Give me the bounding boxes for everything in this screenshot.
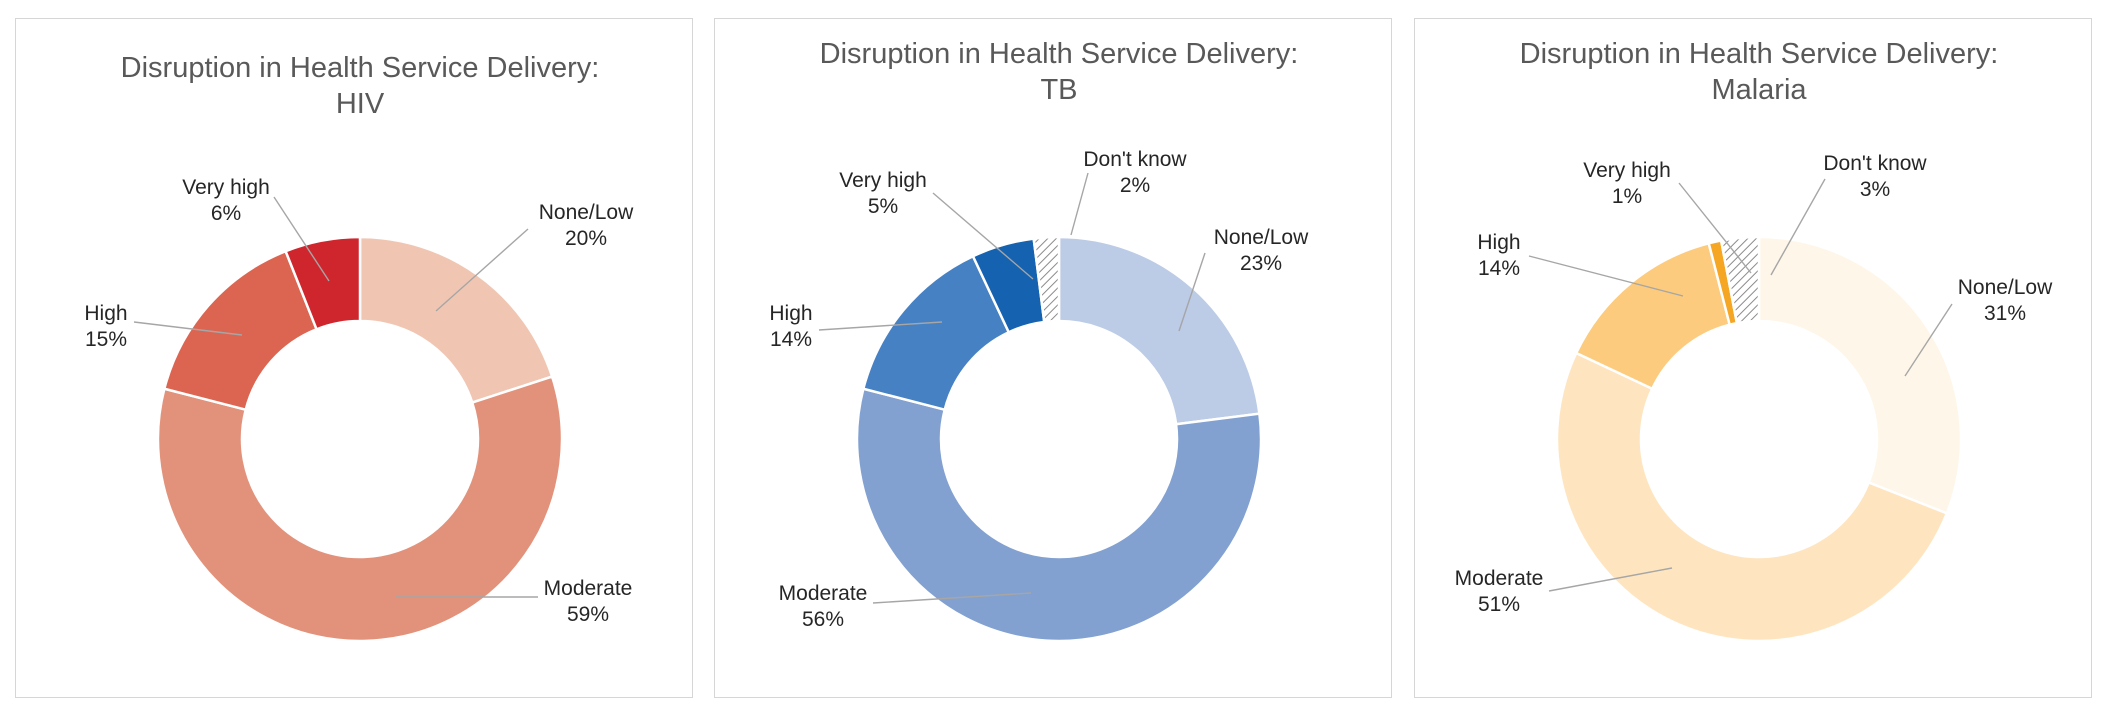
slice-none-low xyxy=(1057,235,1261,426)
chart-title-line: Disruption in Health Service Delivery: xyxy=(820,38,1299,70)
slice-label: None/Low xyxy=(539,201,634,224)
slice-label: Moderate xyxy=(544,577,633,600)
slice-label: High xyxy=(769,302,812,325)
slice-percent-label: 56% xyxy=(802,608,844,631)
slice-label: High xyxy=(84,302,127,325)
slice-percent-label: 20% xyxy=(565,227,607,250)
slice-percent-label: 14% xyxy=(770,328,812,351)
leader-line xyxy=(932,192,1034,280)
slice-don-t-know xyxy=(1719,235,1761,325)
chart-panel-tb: Disruption in Health Service Delivery: TB… xyxy=(714,18,1392,698)
slice-label: None/Low xyxy=(1214,226,1309,249)
donut-chart-hiv: Disruption in Health Service Delivery: HI… xyxy=(84,52,634,643)
donut-chart-tb: Disruption in Health Service Delivery: TB… xyxy=(769,38,1309,643)
leader-line xyxy=(1548,567,1673,592)
leader-line xyxy=(435,228,529,312)
leader-line xyxy=(1178,252,1206,332)
slice-percent-label: 31% xyxy=(1984,302,2026,325)
slice-label: High xyxy=(1477,231,1520,254)
slice-percent-label: 1% xyxy=(1612,185,1642,208)
leader-line xyxy=(818,321,943,331)
slice-percent-label: 14% xyxy=(1478,257,1520,280)
slice-percent-label: 5% xyxy=(868,195,898,218)
slice-label: Moderate xyxy=(779,582,868,605)
chart-title-line: TB xyxy=(1040,74,1077,106)
slice-label: Moderate xyxy=(1455,567,1544,590)
chart-title-line: Malaria xyxy=(1711,74,1807,106)
leader-line xyxy=(1070,172,1089,236)
slice-label: Don't know xyxy=(1823,152,1927,175)
slice-moderate xyxy=(156,375,564,643)
chart-title-line: Disruption in Health Service Delivery: xyxy=(121,52,600,84)
slice-percent-label: 2% xyxy=(1120,174,1150,197)
leader-line xyxy=(1528,255,1684,297)
slice-percent-label: 23% xyxy=(1240,252,1282,275)
leader-line xyxy=(872,592,1032,604)
leader-line xyxy=(273,196,330,282)
slice-percent-label: 3% xyxy=(1860,178,1890,201)
slice-moderate xyxy=(855,387,1263,643)
slice-moderate xyxy=(1555,351,1949,643)
slice-label: Very high xyxy=(182,176,270,199)
leader-line xyxy=(1678,182,1752,274)
slice-don-t-know xyxy=(1032,235,1061,324)
slice-percent-label: 59% xyxy=(567,603,609,626)
slice-label: Very high xyxy=(1583,159,1671,182)
chart-title-line: Disruption in Health Service Delivery: xyxy=(1520,38,1999,70)
slice-label: None/Low xyxy=(1958,276,2053,299)
slice-label: Don't know xyxy=(1083,148,1187,171)
slice-percent-label: 51% xyxy=(1478,593,1520,616)
slice-very-high xyxy=(284,235,362,331)
chart-panel-malaria: Disruption in Health Service Delivery: Ma… xyxy=(1414,18,2092,698)
slice-none-low xyxy=(1757,235,1963,515)
leader-line xyxy=(1770,178,1826,276)
slice-percent-label: 15% xyxy=(85,328,127,351)
leader-line xyxy=(133,321,243,336)
chart-title-line: HIV xyxy=(336,88,385,120)
slice-percent-label: 6% xyxy=(211,202,241,225)
donut-chart-malaria: Disruption in Health Service Delivery: Ma… xyxy=(1455,38,2053,643)
slice-label: Very high xyxy=(839,169,927,192)
slice-none-low xyxy=(358,235,554,405)
leader-line xyxy=(1904,303,1953,377)
chart-panel-hiv: Disruption in Health Service Delivery: HI… xyxy=(15,18,693,698)
